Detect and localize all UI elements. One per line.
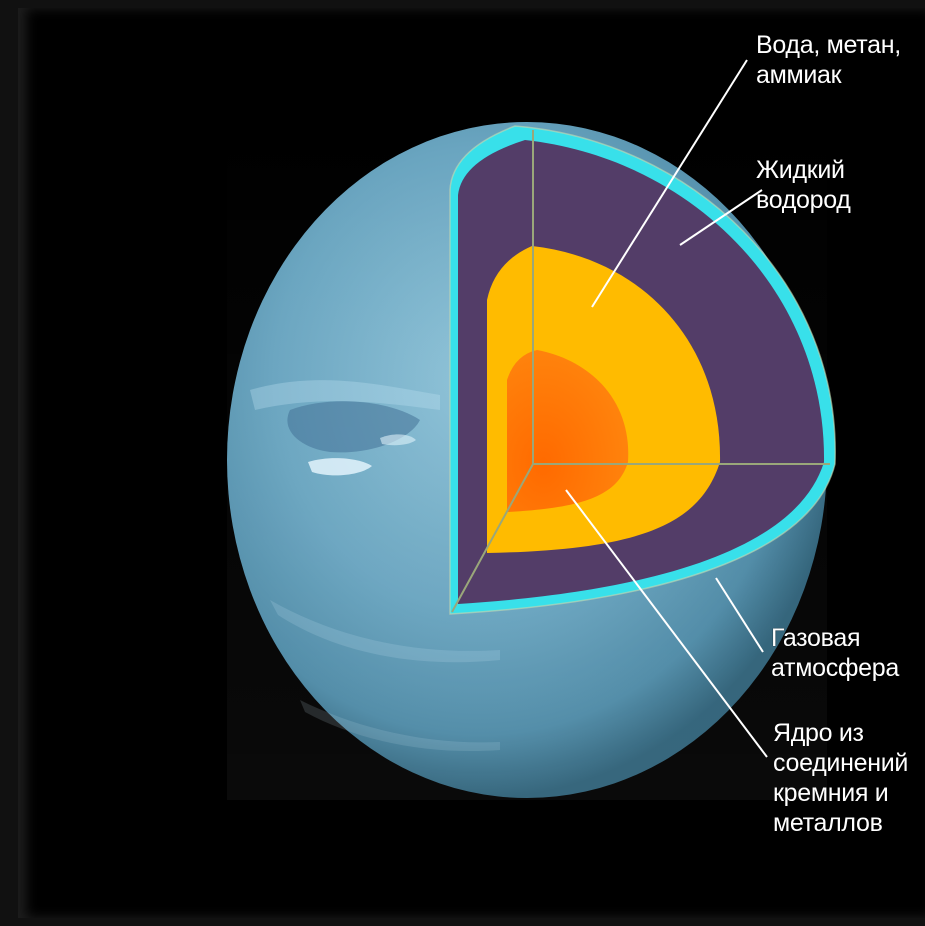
leader-line-hydrogen bbox=[679, 189, 763, 246]
label-liquid-hydrogen: Жидкий водород bbox=[756, 156, 851, 214]
label-core: Ядро из соединений кремния и металлов bbox=[773, 719, 909, 837]
wedge-edge bbox=[451, 463, 534, 613]
leader-lines bbox=[565, 59, 768, 758]
leader-line-water bbox=[591, 59, 748, 308]
leader-line-core bbox=[565, 489, 768, 758]
core-layer bbox=[507, 350, 629, 512]
label-gas-atmosphere: Газовая атмосфера bbox=[771, 624, 899, 682]
label-water-methane-ammonia: Вода, метан, аммиак bbox=[756, 31, 901, 89]
cutaway-section bbox=[449, 125, 836, 615]
wedge-outline bbox=[449, 125, 836, 615]
leader-line-atmosphere bbox=[715, 577, 764, 653]
